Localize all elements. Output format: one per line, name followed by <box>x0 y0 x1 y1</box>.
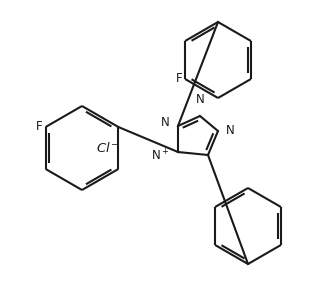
Text: N: N <box>161 116 170 128</box>
Text: F: F <box>175 73 182 86</box>
Text: N: N <box>226 124 235 138</box>
Text: Cl$^-$: Cl$^-$ <box>96 141 120 155</box>
Text: F: F <box>36 121 43 133</box>
Text: N$^+$: N$^+$ <box>152 148 170 164</box>
Text: N: N <box>195 93 204 106</box>
